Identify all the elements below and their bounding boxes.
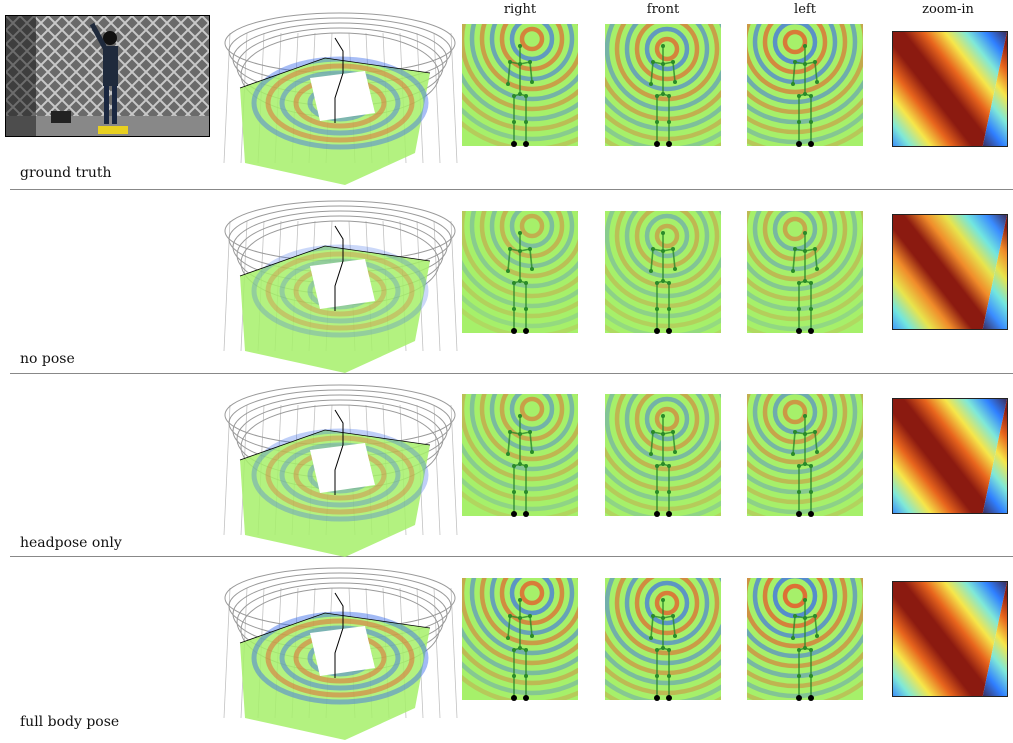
row-separator bbox=[10, 373, 1013, 374]
field-dome-full-body-pose bbox=[215, 558, 475, 743]
zoom-in-full-body-pose bbox=[892, 581, 1008, 697]
column-header-front: front bbox=[646, 2, 680, 17]
view-right-headpose-only bbox=[462, 394, 578, 520]
view-left-headpose-only bbox=[747, 394, 863, 520]
capture-photo bbox=[5, 15, 210, 137]
view-front-full-body-pose bbox=[605, 578, 721, 704]
view-right-no-pose bbox=[462, 211, 578, 337]
row-separator bbox=[10, 189, 1013, 190]
zoom-in-no-pose bbox=[892, 214, 1008, 330]
view-front-ground-truth bbox=[605, 24, 721, 150]
view-right-full-body-pose bbox=[462, 578, 578, 704]
column-header-right: right bbox=[503, 2, 537, 17]
zoom-in-ground-truth bbox=[892, 31, 1008, 147]
row-label-ground-truth: ground truth bbox=[20, 165, 112, 181]
row-separator bbox=[10, 556, 1013, 557]
column-header-zoom-in: zoom-in bbox=[922, 2, 974, 17]
view-front-no-pose bbox=[605, 211, 721, 337]
field-dome-headpose-only bbox=[215, 375, 475, 560]
view-left-full-body-pose bbox=[747, 578, 863, 704]
view-left-no-pose bbox=[747, 211, 863, 337]
row-label-full-body-pose: full body pose bbox=[20, 714, 120, 730]
column-header-left: left bbox=[794, 2, 816, 17]
view-front-headpose-only bbox=[605, 394, 721, 520]
field-dome-no-pose bbox=[215, 191, 475, 376]
field-dome-ground-truth bbox=[215, 3, 475, 188]
row-label-headpose-only: headpose only bbox=[20, 535, 122, 551]
row-label-no-pose: no pose bbox=[20, 351, 75, 367]
zoom-in-headpose-only bbox=[892, 398, 1008, 514]
view-right-ground-truth bbox=[462, 24, 578, 150]
view-left-ground-truth bbox=[747, 24, 863, 150]
